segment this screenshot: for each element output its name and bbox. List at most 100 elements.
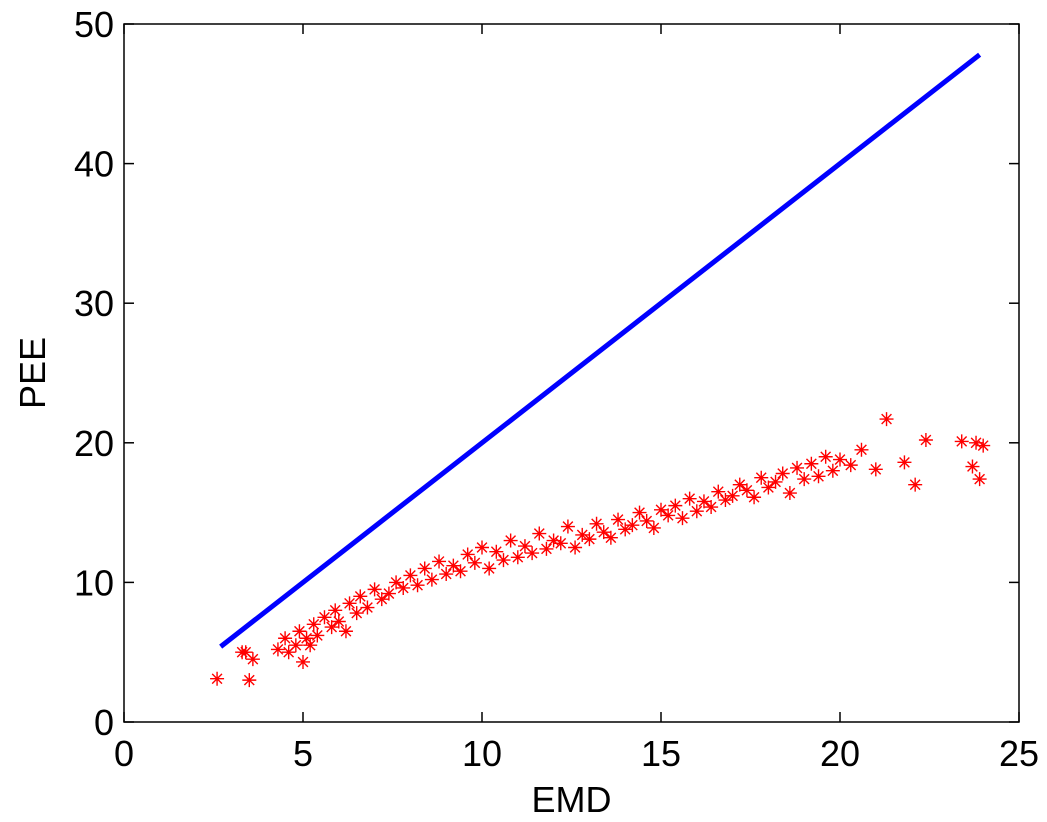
scatter-point — [338, 624, 353, 639]
scatter-point — [324, 620, 339, 635]
scatter-point — [349, 606, 364, 621]
scatter-point — [625, 518, 640, 533]
scatter-point — [897, 455, 912, 470]
plot-frame — [123, 23, 1020, 723]
scatter-point — [654, 502, 668, 517]
scatter-point — [242, 673, 257, 688]
scatter-point — [825, 463, 840, 478]
scatter-point — [639, 513, 654, 528]
scatter-point — [575, 527, 590, 542]
scatter-point — [510, 550, 525, 565]
scatter-point — [718, 493, 733, 508]
scatter-point — [618, 522, 633, 537]
scatter-point — [539, 541, 554, 556]
scatter-point — [403, 568, 418, 583]
scatter-point — [546, 533, 561, 548]
scatter-point — [761, 480, 776, 495]
scatter-point — [210, 671, 225, 686]
scatter-point — [453, 564, 468, 579]
scatter-point — [611, 512, 626, 527]
scatter-point — [790, 460, 805, 475]
scatter-point — [782, 486, 797, 501]
scatter-point — [245, 652, 260, 667]
scatter-point — [553, 536, 568, 551]
scatter-point — [296, 654, 310, 669]
scatter-point — [503, 533, 518, 548]
scatter-point — [747, 490, 762, 505]
scatter-point — [646, 520, 661, 535]
y-tick-label: 50 — [74, 4, 114, 45]
scatter-point — [704, 500, 719, 515]
scatter-point — [489, 544, 504, 559]
scatter-point — [381, 586, 396, 601]
scatter-point — [918, 433, 933, 448]
scatter-point — [732, 477, 747, 492]
scatter-point — [768, 474, 783, 489]
y-tick-label: 40 — [74, 144, 114, 185]
scatter-point — [818, 449, 833, 464]
scatter-point — [976, 438, 991, 453]
scatter-point — [532, 526, 547, 541]
scatter-point — [496, 553, 511, 568]
scatter-point — [682, 491, 697, 506]
scatter-point — [843, 458, 858, 473]
scatter-point — [833, 452, 847, 467]
scatter-point — [410, 578, 425, 593]
scatter-point — [374, 592, 389, 607]
x-axis-label: EMD — [532, 779, 612, 817]
scatter-point — [424, 572, 439, 587]
scatter-point — [439, 567, 454, 582]
y-tick-label: 30 — [74, 283, 114, 324]
scatter-point — [879, 412, 894, 427]
scatter-point — [303, 638, 318, 653]
scatter-point — [525, 546, 540, 561]
scatter-point — [582, 532, 597, 547]
scatter-point — [711, 484, 726, 499]
y-tick-label: 0 — [94, 702, 114, 743]
scatter-point — [353, 589, 368, 604]
scatter-point — [868, 462, 883, 477]
scatter-point — [278, 631, 293, 646]
scatter-point — [689, 504, 704, 519]
scatter-point — [969, 435, 984, 450]
scatter-point — [417, 561, 432, 576]
scatter-point — [589, 516, 604, 531]
scatter-point — [568, 540, 583, 555]
scatter-point — [367, 582, 382, 597]
x-tick-label: 10 — [462, 733, 502, 774]
x-tick-label: 0 — [114, 733, 134, 774]
scatter-point — [603, 530, 618, 545]
scatter-point — [460, 547, 475, 562]
y-tick-label: 20 — [74, 423, 114, 464]
x-tick-label: 5 — [293, 733, 313, 774]
scatter-point — [482, 561, 497, 576]
scatter-point — [696, 494, 711, 509]
scatter-point — [517, 539, 532, 554]
scatter-point — [560, 519, 575, 534]
scatter-point — [446, 558, 461, 573]
y-tick-label: 10 — [74, 562, 114, 603]
scatter-point — [675, 511, 690, 526]
scatter-point — [632, 505, 647, 520]
axis-ticks: 0 5 10 15 20 25 0 10 20 30 40 50 — [74, 4, 1039, 774]
scatter-point — [292, 624, 307, 639]
scatter-point — [270, 642, 285, 657]
scatter-point — [661, 508, 676, 523]
scatter-point — [467, 555, 482, 570]
scatter-point — [389, 575, 404, 590]
scatter-point — [725, 488, 740, 503]
scatter-point — [804, 456, 819, 471]
scatter-point — [739, 483, 754, 498]
x-tick-label: 20 — [820, 733, 860, 774]
x-tick-label: 15 — [641, 733, 681, 774]
scatter-point — [328, 603, 343, 618]
scatter-point — [668, 498, 683, 513]
scatter-point — [331, 614, 346, 629]
scatter-point — [596, 525, 611, 540]
scatter-point — [854, 442, 869, 457]
scatter-point — [908, 477, 923, 492]
scatter-point — [954, 434, 969, 449]
scatter-point — [281, 645, 296, 660]
scatter-point — [811, 469, 826, 484]
